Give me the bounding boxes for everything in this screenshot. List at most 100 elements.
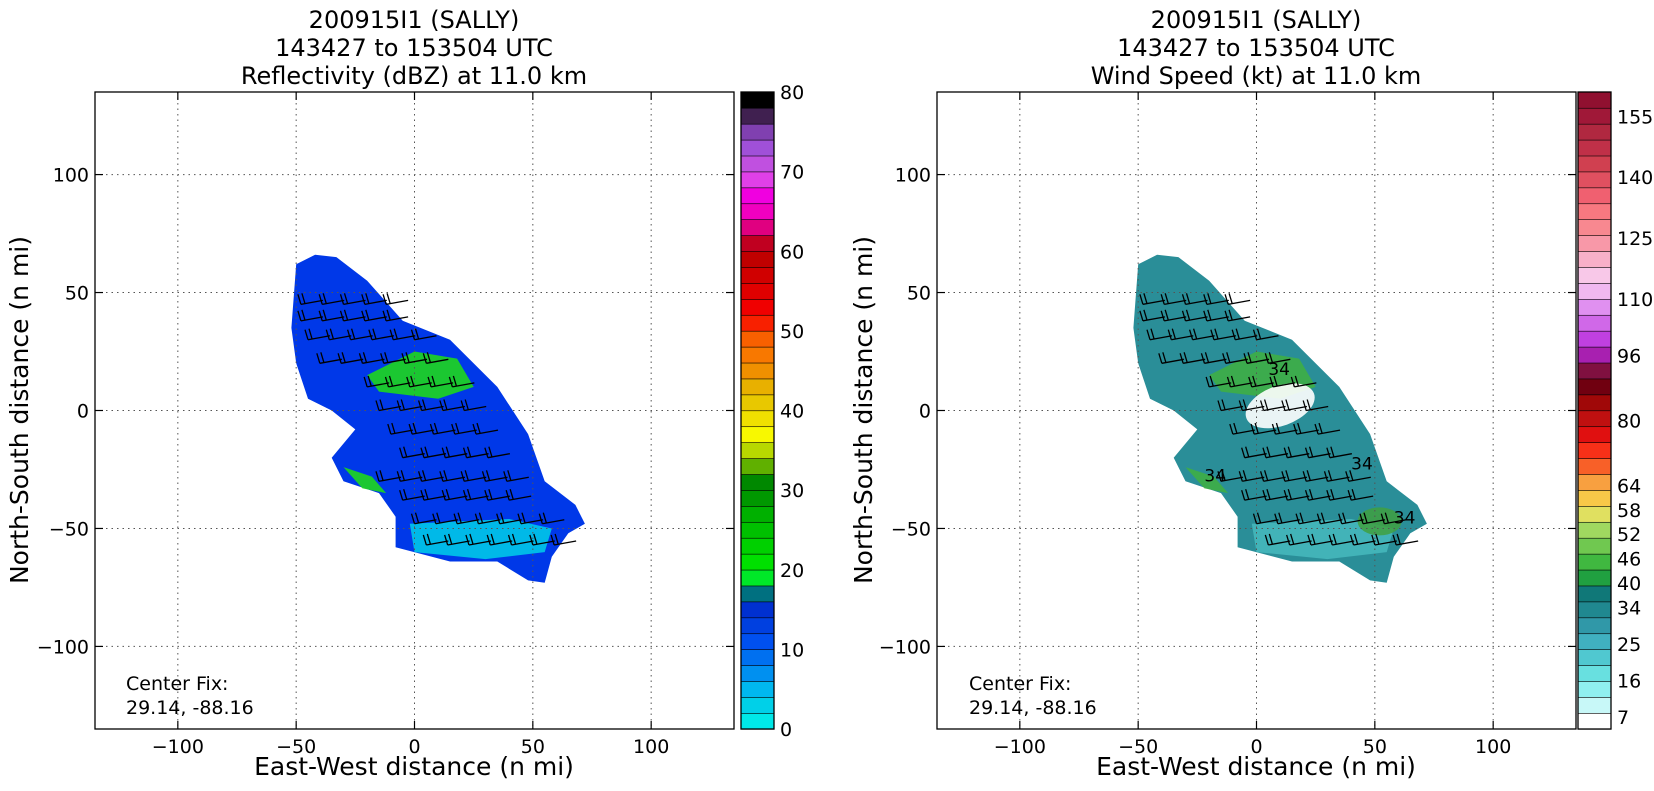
barb-feather [1150, 328, 1155, 339]
colorbar-tick-label: 10 [780, 639, 804, 661]
barb-feather [400, 399, 405, 410]
barb-feather [405, 352, 410, 363]
barb-staff [364, 299, 387, 305]
barb-feather [1306, 399, 1311, 410]
colorbar-segment [740, 362, 775, 380]
colorbar-tick-label: 34 [1617, 597, 1641, 619]
barb-staff [1244, 495, 1267, 501]
x-axis-label: East-West distance (n mi) [254, 752, 574, 781]
colorbar-segment [1577, 473, 1612, 491]
barb-feather [406, 376, 411, 388]
barb-staff [1164, 316, 1187, 322]
wind-barb [375, 470, 402, 482]
barb-staff [433, 429, 456, 435]
colorbar-tick-label: 58 [1617, 500, 1641, 522]
barb-feather [420, 489, 425, 501]
colorbar-segment [740, 426, 775, 443]
title-line-3: Wind Speed (kt) at 11.0 km [1091, 62, 1422, 90]
barb-feather [509, 488, 514, 500]
barb-staff [343, 316, 366, 322]
barb-staff [456, 519, 480, 525]
wind-barb [1224, 293, 1251, 305]
barb-staff [1329, 453, 1352, 459]
barb-staff [1209, 382, 1232, 388]
barb-feather [1171, 328, 1176, 339]
barb-feather [445, 446, 450, 457]
barb-staff [1164, 299, 1187, 305]
barb-feather [1217, 400, 1222, 411]
barb-feather [511, 533, 517, 545]
barb-staff [409, 382, 432, 388]
wind-barb [1293, 422, 1319, 435]
x-axis-label: East-West distance (n mi) [1096, 752, 1416, 781]
barb-feather [417, 471, 423, 482]
barb-staff [442, 405, 466, 412]
colorbar-segment [740, 282, 775, 300]
barb-staff [383, 358, 406, 364]
wind-barb [517, 512, 544, 525]
wind-barb [318, 293, 345, 305]
barb-feather [308, 328, 313, 339]
colorbar-segment [1577, 457, 1612, 475]
barb-feather [1238, 400, 1243, 411]
barb-feather [322, 293, 327, 304]
colorbar-segment [740, 442, 775, 459]
barb-feather [1380, 513, 1385, 524]
center-fix-label: Center Fix: [969, 673, 1071, 695]
wind-barb [1210, 328, 1237, 341]
barb-feather [322, 309, 327, 321]
barb-feather [1247, 352, 1252, 363]
barb-feather [441, 447, 446, 458]
contour-label: 34 [1394, 509, 1416, 529]
barb-staff [509, 495, 532, 501]
barb-staff [1161, 358, 1184, 364]
barb-feather [1326, 447, 1331, 458]
barb-feather [465, 534, 470, 546]
colorbar-segment [740, 139, 775, 157]
x-tick-label: −100 [152, 736, 204, 758]
barb-staff [1317, 429, 1341, 435]
colorbar-segment [740, 155, 775, 173]
colorbar-segment [740, 330, 775, 348]
barb-feather [1392, 534, 1397, 546]
barb-feather [1268, 533, 1273, 545]
colorbar: 0 10 20 30 40 50 60 70 80 [740, 82, 804, 741]
wind-barb [1205, 375, 1232, 388]
colorbar-segment [1577, 442, 1612, 459]
barb-feather [1158, 353, 1163, 364]
barb-feather [1167, 329, 1172, 340]
wind-barb [1314, 422, 1341, 435]
wind-barb [505, 488, 532, 501]
barb-staff [421, 476, 444, 482]
wind-barb [358, 352, 385, 364]
colorbar-segment [740, 203, 775, 221]
wind-barb [1262, 446, 1289, 459]
barb-feather [1342, 512, 1347, 523]
colorbar-segment [1577, 378, 1612, 396]
colorbar-segment [1577, 426, 1612, 443]
wind-barb [484, 488, 510, 501]
barb-feather [1243, 353, 1248, 364]
barb-staff [423, 495, 447, 501]
barb-feather [426, 352, 431, 363]
colorbar-segment [1577, 696, 1612, 714]
barb-feather [445, 488, 450, 500]
wind-barb [396, 470, 423, 482]
barb-staff [300, 316, 324, 322]
wind-barb [1302, 399, 1329, 412]
barb-feather [382, 310, 387, 322]
barb-feather [464, 470, 469, 481]
barb-staff [426, 540, 449, 546]
barb-staff [414, 335, 437, 341]
barb-staff [485, 476, 508, 482]
barb-feather [1164, 293, 1169, 304]
wind-barb [410, 328, 437, 341]
barb-feather [1143, 293, 1148, 304]
barb-staff [1268, 358, 1291, 364]
wind-barb [460, 470, 487, 482]
barb-staff [506, 476, 529, 482]
colorbar-segment [740, 521, 775, 539]
barb-feather [1290, 376, 1295, 388]
barb-staff [464, 405, 487, 412]
